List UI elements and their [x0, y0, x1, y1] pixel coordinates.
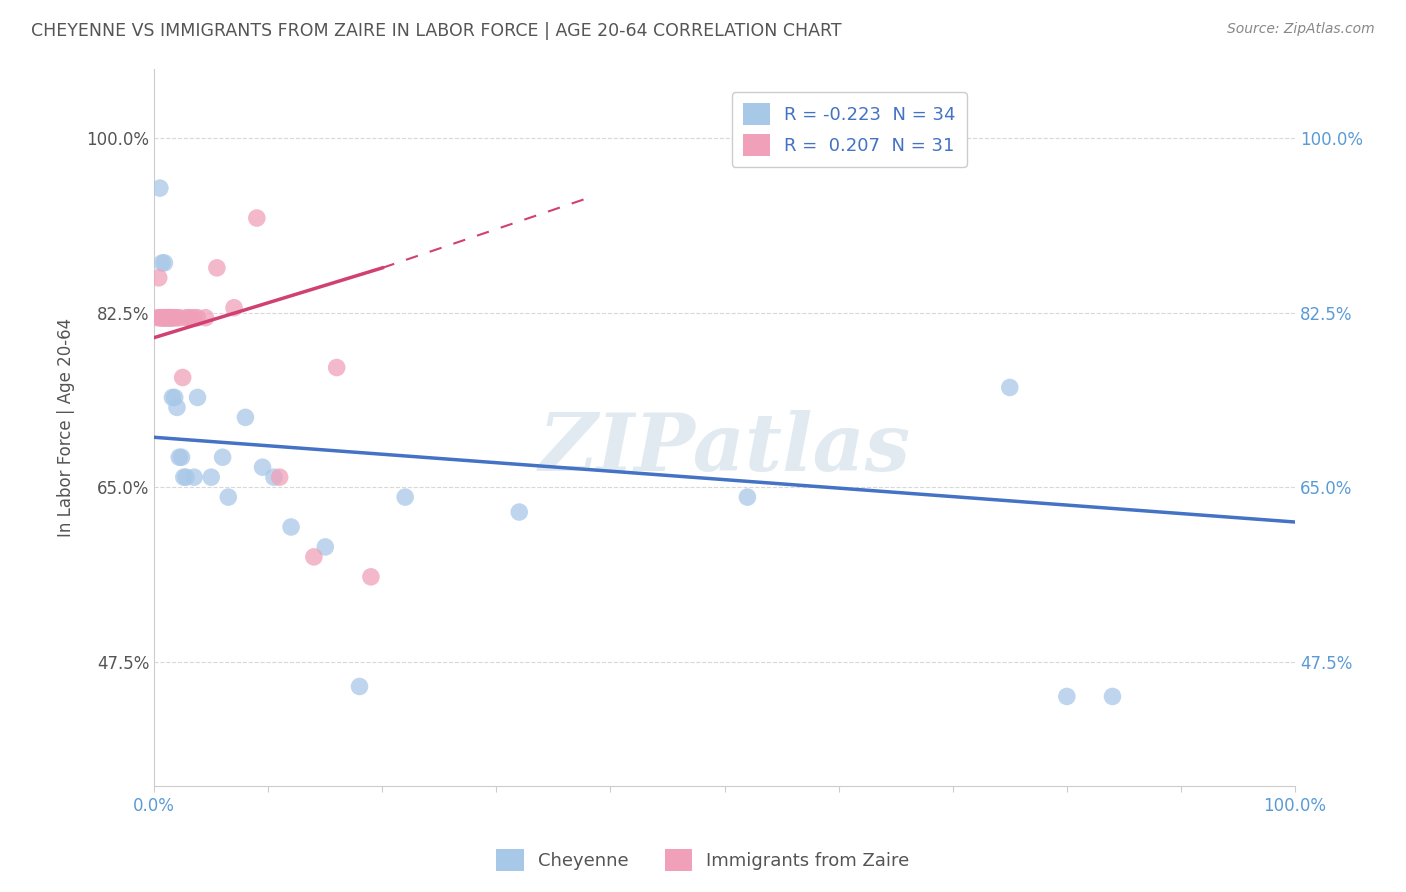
Point [162, 310, 184, 325]
Point [157, 310, 180, 325]
Point [269, 470, 291, 484]
Point [205, 260, 228, 275]
Point [186, 391, 208, 405]
Point [156, 310, 179, 325]
Point [166, 401, 188, 415]
Text: CHEYENNE VS IMMIGRANTS FROM ZAIRE IN LABOR FORCE | AGE 20-64 CORRELATION CHART: CHEYENNE VS IMMIGRANTS FROM ZAIRE IN LAB… [31, 22, 842, 40]
Point [150, 310, 173, 325]
Point [349, 680, 371, 694]
Point [155, 310, 177, 325]
Point [149, 310, 172, 325]
Text: ZIPatlas: ZIPatlas [538, 410, 911, 488]
Point [170, 450, 193, 465]
Point [222, 301, 245, 315]
Point [174, 470, 197, 484]
Point [153, 310, 176, 325]
Point [148, 270, 170, 285]
Point [166, 310, 188, 325]
Point [211, 450, 233, 465]
Point [183, 310, 205, 325]
Point [194, 310, 217, 325]
Point [186, 310, 208, 325]
Point [180, 310, 202, 325]
Point [172, 370, 194, 384]
Point [149, 181, 172, 195]
Point [252, 460, 274, 475]
Point [1101, 690, 1123, 704]
Point [360, 570, 382, 584]
Point [155, 310, 177, 325]
Point [163, 310, 186, 325]
Point [314, 540, 336, 554]
Point [150, 256, 173, 270]
Point [183, 470, 205, 484]
Point [174, 310, 197, 325]
Text: Source: ZipAtlas.com: Source: ZipAtlas.com [1227, 22, 1375, 37]
Point [159, 310, 181, 325]
Point [246, 211, 269, 225]
Point [737, 490, 759, 504]
Point [156, 310, 179, 325]
Point [160, 310, 183, 325]
Point [152, 310, 174, 325]
Point [146, 310, 169, 325]
Point [153, 256, 176, 270]
Point [162, 391, 184, 405]
Point [173, 470, 195, 484]
Point [167, 450, 190, 465]
Point [162, 310, 184, 325]
Point [263, 470, 285, 484]
Y-axis label: In Labor Force | Age 20-64: In Labor Force | Age 20-64 [58, 318, 75, 537]
Point [235, 410, 257, 425]
Point [217, 490, 239, 504]
Point [998, 380, 1021, 394]
Point [167, 310, 190, 325]
Point [508, 505, 530, 519]
Point [156, 310, 179, 325]
Legend: Cheyenne, Immigrants from Zaire: Cheyenne, Immigrants from Zaire [489, 842, 917, 879]
Point [152, 310, 174, 325]
Legend: R = -0.223  N = 34, R =  0.207  N = 31: R = -0.223 N = 34, R = 0.207 N = 31 [733, 92, 966, 167]
Point [394, 490, 416, 504]
Point [177, 310, 200, 325]
Point [160, 310, 183, 325]
Point [150, 310, 173, 325]
Point [1056, 690, 1078, 704]
Point [159, 310, 181, 325]
Point [280, 520, 302, 534]
Point [302, 549, 325, 564]
Point [325, 360, 347, 375]
Point [163, 391, 186, 405]
Point [200, 470, 222, 484]
Point [157, 310, 180, 325]
